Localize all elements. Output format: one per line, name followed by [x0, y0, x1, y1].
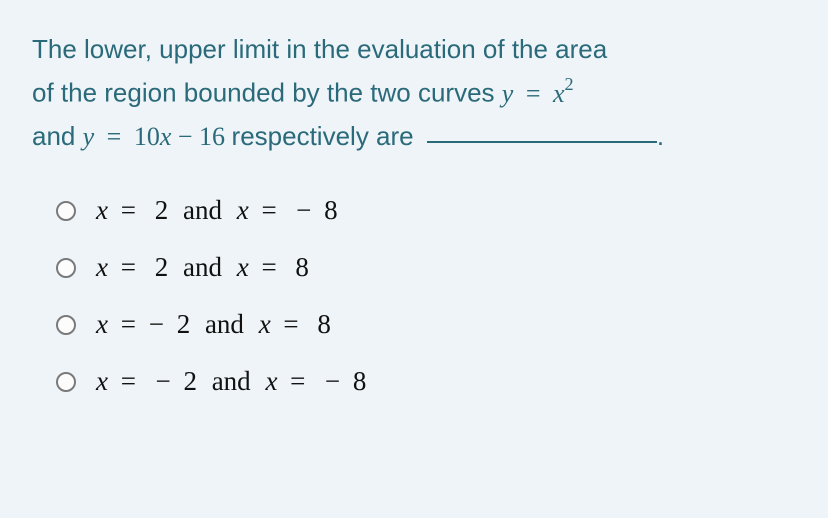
var-x: x: [237, 252, 249, 282]
option-c-text: x = − 2 and x = 8: [96, 309, 331, 340]
option-b-text: x = 2 and x = 8: [96, 252, 309, 283]
eq1-rhs-base: x: [553, 79, 565, 108]
radio-icon[interactable]: [56, 258, 76, 278]
and-word: and: [205, 309, 244, 339]
opt-a-x2-val: 8: [324, 195, 338, 225]
opt-b-x2-val: 8: [295, 252, 309, 282]
equals-sign: =: [261, 195, 276, 225]
option-d[interactable]: x = − 2 and x = − 8: [56, 366, 796, 397]
radio-icon[interactable]: [56, 372, 76, 392]
equals-sign: =: [290, 366, 305, 396]
and-word: and: [183, 252, 222, 282]
eq2-equals: =: [107, 122, 122, 151]
opt-c-x1-sign: −: [149, 309, 171, 339]
var-x: x: [96, 195, 108, 225]
option-a[interactable]: x = 2 and x = − 8: [56, 195, 796, 226]
opt-d-x1-val: 2: [183, 366, 197, 396]
radio-icon[interactable]: [56, 315, 76, 335]
equation-2: y = 10x − 16: [83, 122, 232, 151]
option-d-text: x = − 2 and x = − 8: [96, 366, 366, 397]
and-word: and: [212, 366, 251, 396]
options-group: x = 2 and x = − 8 x = 2 and x = 8 x = − …: [32, 195, 796, 397]
equals-sign: =: [121, 309, 136, 339]
question-period: .: [657, 121, 664, 151]
option-b[interactable]: x = 2 and x = 8: [56, 252, 796, 283]
var-x: x: [96, 252, 108, 282]
var-x: x: [96, 366, 108, 396]
opt-d-x1-sign: −: [155, 366, 177, 396]
var-x: x: [237, 195, 249, 225]
var-x: x: [265, 366, 277, 396]
eq1-lhs: y: [502, 79, 514, 108]
equals-sign: =: [261, 252, 276, 282]
eq1-equals: =: [526, 79, 541, 108]
opt-a-x2-sign: −: [296, 195, 318, 225]
var-x: x: [259, 309, 271, 339]
var-x: x: [96, 309, 108, 339]
opt-c-x1-val: 2: [177, 309, 191, 339]
question-line-3-pre: and: [32, 121, 83, 151]
equals-sign: =: [121, 366, 136, 396]
eq1-rhs-exp: 2: [565, 74, 574, 94]
question-stem: The lower, upper limit in the evaluation…: [32, 28, 796, 159]
opt-c-x2-val: 8: [317, 309, 331, 339]
eq2-lhs: y: [83, 122, 95, 151]
opt-d-x2-val: 8: [353, 366, 367, 396]
question-line-2-pre: of the region bounded by the two curves: [32, 78, 502, 108]
opt-a-x1-val: 2: [155, 195, 169, 225]
option-c[interactable]: x = − 2 and x = 8: [56, 309, 796, 340]
opt-d-x2-sign: −: [325, 366, 347, 396]
and-word: and: [183, 195, 222, 225]
eq2-rhs: 10x − 16: [134, 122, 225, 151]
question-line-3-post: respectively are: [232, 121, 421, 151]
equation-1: y = x2: [502, 79, 574, 108]
radio-icon[interactable]: [56, 201, 76, 221]
option-a-text: x = 2 and x = − 8: [96, 195, 338, 226]
opt-b-x1-val: 2: [155, 252, 169, 282]
equals-sign: =: [283, 309, 298, 339]
equals-sign: =: [121, 195, 136, 225]
fill-blank-line: [427, 141, 657, 143]
equals-sign: =: [121, 252, 136, 282]
question-line-1: The lower, upper limit in the evaluation…: [32, 34, 607, 64]
